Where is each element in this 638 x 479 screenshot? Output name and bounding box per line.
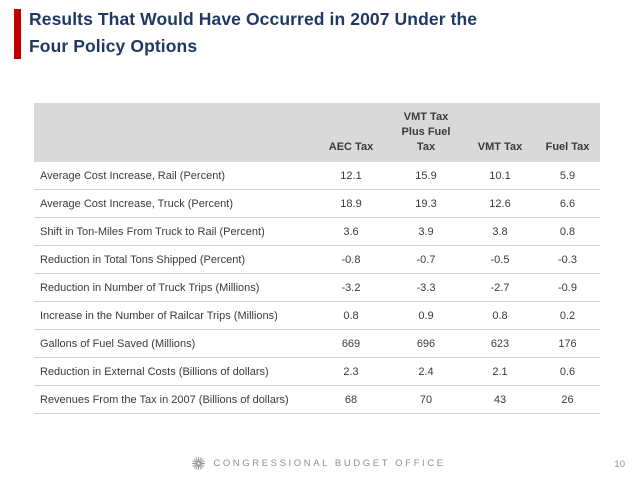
column-header-vmt-tax-plus-fuel-tax: VMT Tax Plus Fuel Tax	[387, 103, 465, 162]
value-cell: 2.3	[315, 357, 387, 386]
footer-org-name: CONGRESSIONAL BUDGET OFFICE	[213, 458, 446, 469]
value-cell: 0.8	[315, 301, 387, 330]
page-title: Results That Would Have Occurred in 2007…	[29, 6, 609, 60]
value-cell: 15.9	[387, 161, 465, 190]
value-cell: 43	[465, 385, 535, 414]
row-label: Revenues From the Tax in 2007 (Billions …	[34, 385, 315, 414]
value-cell: 3.8	[465, 217, 535, 246]
value-cell: -0.5	[465, 245, 535, 274]
table-row: Gallons of Fuel Saved (Millions) 669 696…	[34, 329, 600, 358]
row-label: Average Cost Increase, Rail (Percent)	[34, 161, 315, 190]
table-row: Average Cost Increase, Truck (Percent) 1…	[34, 189, 600, 218]
page-title-line-1: Results That Would Have Occurred in 2007…	[29, 9, 478, 29]
value-cell: 12.1	[315, 161, 387, 190]
value-cell: -3.2	[315, 273, 387, 302]
table-row: Revenues From the Tax in 2007 (Billions …	[34, 385, 600, 414]
value-cell: 26	[535, 385, 600, 414]
cbo-sunburst-icon	[192, 457, 206, 470]
results-table-container: AEC Tax VMT Tax Plus Fuel Tax VMT Tax Fu…	[34, 103, 600, 414]
value-cell: 3.9	[387, 217, 465, 246]
value-cell: 6.6	[535, 189, 600, 218]
value-cell: 10.1	[465, 161, 535, 190]
column-header-aec-tax: AEC Tax	[315, 103, 387, 162]
value-cell: -0.9	[535, 273, 600, 302]
title-accent-bar	[14, 9, 21, 59]
table-row: Reduction in Total Tons Shipped (Percent…	[34, 245, 600, 274]
value-cell: 19.3	[387, 189, 465, 218]
row-label: Increase in the Number of Railcar Trips …	[34, 301, 315, 330]
value-cell: 0.8	[535, 217, 600, 246]
table-row: Reduction in Number of Truck Trips (Mill…	[34, 273, 600, 302]
row-label: Reduction in Number of Truck Trips (Mill…	[34, 273, 315, 302]
value-cell: 12.6	[465, 189, 535, 218]
value-cell: 2.1	[465, 357, 535, 386]
table-row: Reduction in External Costs (Billions of…	[34, 357, 600, 386]
footer: CONGRESSIONAL BUDGET OFFICE	[0, 457, 638, 470]
value-cell: -2.7	[465, 273, 535, 302]
value-cell: -0.7	[387, 245, 465, 274]
value-cell: 68	[315, 385, 387, 414]
row-label: Gallons of Fuel Saved (Millions)	[34, 329, 315, 358]
column-header-blank	[34, 103, 315, 162]
row-label: Reduction in External Costs (Billions of…	[34, 357, 315, 386]
table-row: Increase in the Number of Railcar Trips …	[34, 301, 600, 330]
value-cell: 0.2	[535, 301, 600, 330]
page-title-line-2: Four Policy Options	[29, 36, 198, 56]
row-label: Average Cost Increase, Truck (Percent)	[34, 189, 315, 218]
table-row: Average Cost Increase, Rail (Percent) 12…	[34, 161, 600, 190]
value-cell: 696	[387, 329, 465, 358]
value-cell: 70	[387, 385, 465, 414]
page-number: 10	[614, 459, 625, 470]
value-cell: 623	[465, 329, 535, 358]
value-cell: -3.3	[387, 273, 465, 302]
value-cell: 2.4	[387, 357, 465, 386]
value-cell: 669	[315, 329, 387, 358]
value-cell: 176	[535, 329, 600, 358]
column-header-vmt-tax: VMT Tax	[465, 103, 535, 162]
value-cell: 18.9	[315, 189, 387, 218]
value-cell: -0.8	[315, 245, 387, 274]
value-cell: 0.6	[535, 357, 600, 386]
value-cell: 0.9	[387, 301, 465, 330]
value-cell: 0.8	[465, 301, 535, 330]
value-cell: 5.9	[535, 161, 600, 190]
results-table: AEC Tax VMT Tax Plus Fuel Tax VMT Tax Fu…	[34, 103, 600, 414]
table-row: Shift in Ton-Miles From Truck to Rail (P…	[34, 217, 600, 246]
row-label: Shift in Ton-Miles From Truck to Rail (P…	[34, 217, 315, 246]
column-header-fuel-tax: Fuel Tax	[535, 103, 600, 162]
row-label: Reduction in Total Tons Shipped (Percent…	[34, 245, 315, 274]
value-cell: 3.6	[315, 217, 387, 246]
value-cell: -0.3	[535, 245, 600, 274]
table-header-row: AEC Tax VMT Tax Plus Fuel Tax VMT Tax Fu…	[34, 103, 600, 162]
